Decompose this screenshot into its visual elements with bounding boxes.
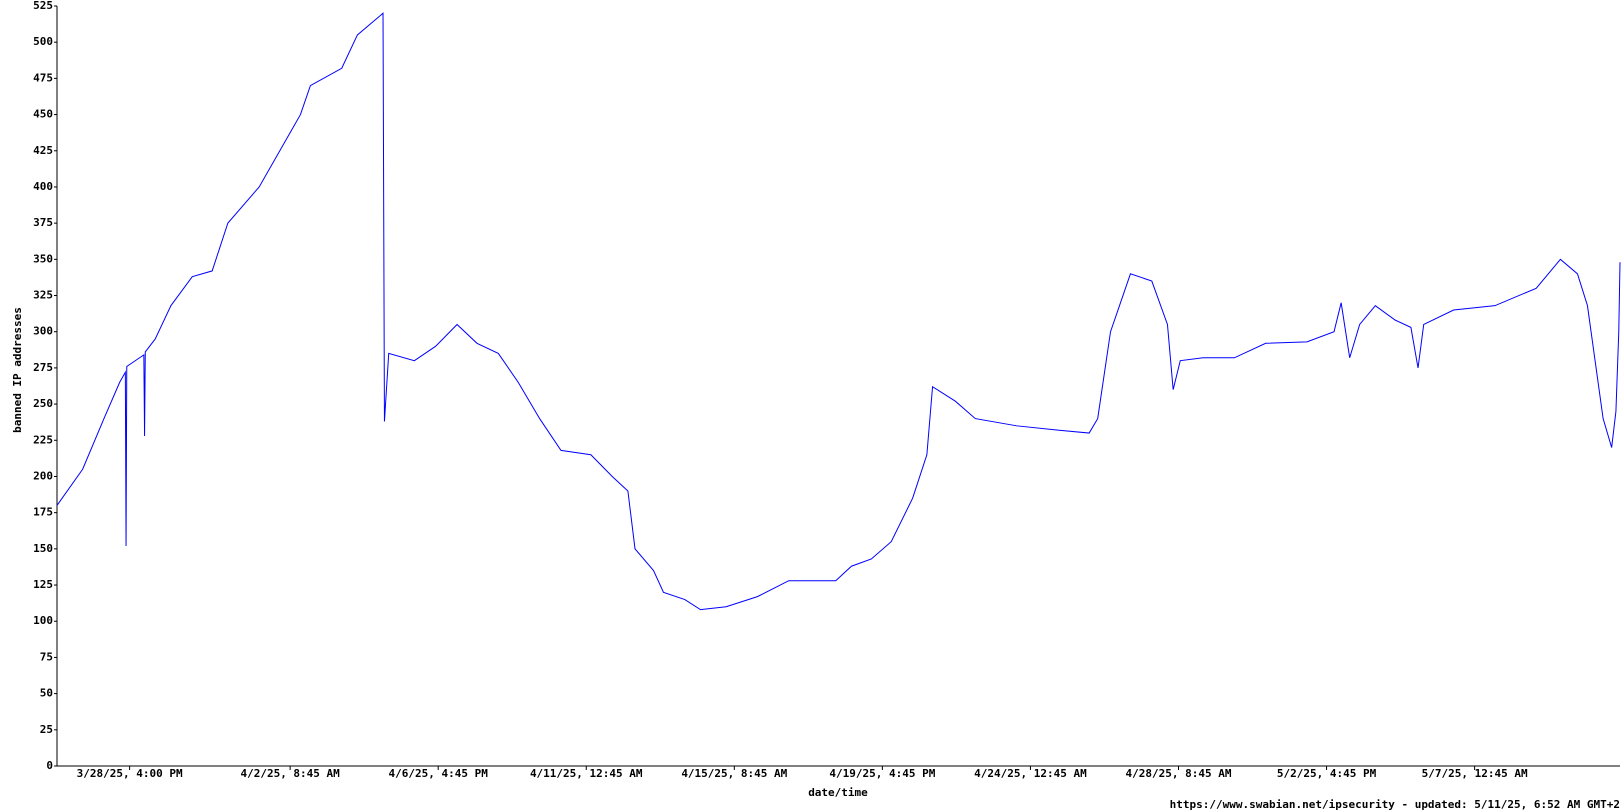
y-tick-label: 125 — [33, 578, 53, 591]
y-tick-label: 100 — [33, 614, 53, 627]
y-tick-label: 25 — [40, 723, 53, 736]
y-tick-label: 525 — [33, 0, 53, 12]
data-line — [56, 12, 1621, 611]
x-tick-label: 3/28/25, 4:00 PM — [77, 767, 183, 780]
x-tick-label: 5/7/25, 12:45 AM — [1422, 767, 1528, 780]
y-tick-label: 225 — [33, 433, 53, 446]
y-tick-label: 300 — [33, 325, 53, 338]
y-tick-label: 75 — [40, 650, 53, 663]
y-tick-label: 0 — [46, 759, 53, 772]
y-tick-label: 275 — [33, 361, 53, 374]
y-tick-label: 400 — [33, 180, 53, 193]
x-tick-label: 4/2/25, 8:45 AM — [240, 767, 340, 780]
y-tick-label: 475 — [33, 71, 53, 84]
y-tick-label: 350 — [33, 252, 53, 265]
y-tick-label: 450 — [33, 108, 53, 121]
footer: https://www.swabian.net/ipsecurity - upd… — [1170, 798, 1620, 811]
x-tick-label: 4/24/25, 12:45 AM — [974, 767, 1087, 780]
y-tick-label: 325 — [33, 289, 53, 302]
x-tick-label: 4/15/25, 8:45 AM — [681, 767, 787, 780]
y-tick-label: 425 — [33, 144, 53, 157]
x-tick-label: 5/2/25, 4:45 PM — [1277, 767, 1377, 780]
y-tick-label: 375 — [33, 216, 53, 229]
x-tick-label: 4/19/25, 4:45 PM — [829, 767, 935, 780]
x-tick-label: 4/6/25, 4:45 PM — [389, 767, 489, 780]
y-tick-label: 250 — [33, 397, 53, 410]
y-tick-label: 175 — [33, 506, 53, 519]
x-axis-label: date/time — [808, 786, 868, 799]
x-tick-label: 4/11/25, 12:45 AM — [530, 767, 643, 780]
y-tick-label: 150 — [33, 542, 53, 555]
y-axis-label: banned IP addresses — [11, 307, 24, 433]
x-tick-label: 4/28/25, 8:45 AM — [1126, 767, 1232, 780]
y-tick-label: 50 — [40, 687, 53, 700]
y-tick-label: 200 — [33, 469, 53, 482]
y-tick-label: 500 — [33, 35, 53, 48]
